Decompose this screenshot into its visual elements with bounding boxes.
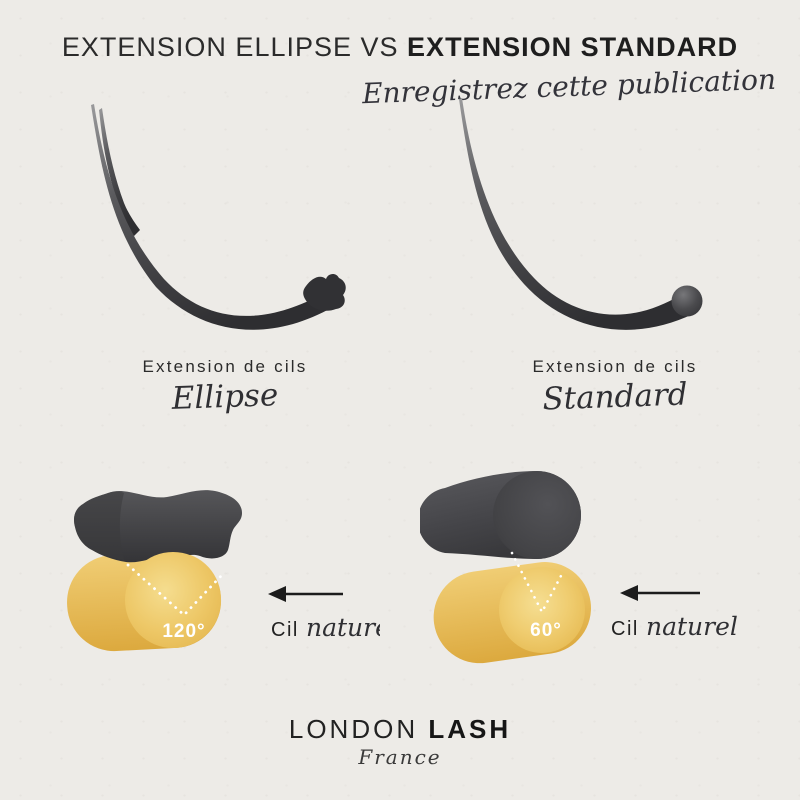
ellipse-contact-diagram: 120° Cil naturel: [67, 490, 380, 652]
brand-logo: LONDON LASH: [0, 714, 800, 745]
natural-lash-arrowhead: [268, 586, 286, 602]
standard-type-name: Standard: [541, 376, 689, 418]
brand-footer: LONDON LASH France: [0, 714, 800, 769]
ellipse-label: Extension de cils: [142, 357, 308, 376]
title-bold: EXTENSION STANDARD: [407, 32, 739, 62]
ellipse-cross-section-side-facet: [73, 491, 124, 560]
brand-name-first: LONDON: [288, 714, 419, 744]
natural-lash-arrowhead: [620, 585, 638, 601]
angle-dotted-lines: [510, 551, 565, 615]
ellipse-lash-illustration: [91, 104, 346, 330]
natural-lash-face: [125, 552, 221, 648]
ellipse-lash-tip-strand: [99, 108, 140, 236]
standard-label: Extension de cils: [532, 357, 698, 376]
standard-contact-diagram: 60° Cil naturel: [420, 471, 738, 664]
standard-label-block: Extension de cils Standard: [465, 357, 765, 418]
brand-name-second: LASH: [428, 714, 512, 744]
angle-value: 120°: [162, 621, 205, 642]
ellipse-label-block: Extension de cils Ellipse: [75, 357, 375, 417]
brand-country: France: [358, 745, 442, 769]
naturel-label: naturel: [646, 612, 738, 641]
standard-extension-face: [493, 471, 581, 559]
ellipse-type-name: Ellipse: [171, 377, 279, 417]
cil-label: Cil: [611, 618, 639, 640]
ellipse-lash-end-blob: [303, 273, 346, 311]
standard-lash-round-tip: [671, 285, 703, 317]
title-regular: EXTENSION ELLIPSE VS: [61, 32, 399, 62]
ellipse-lash-curve: [91, 104, 333, 330]
cil-label: Cil: [271, 619, 299, 641]
page-title: EXTENSION ELLIPSE VS EXTENSION STANDARD: [0, 32, 800, 63]
naturel-label: naturel: [306, 613, 380, 642]
angle-value: 60°: [530, 620, 562, 641]
standard-lash-curve: [459, 98, 693, 330]
standard-lash-illustration: [459, 98, 703, 330]
